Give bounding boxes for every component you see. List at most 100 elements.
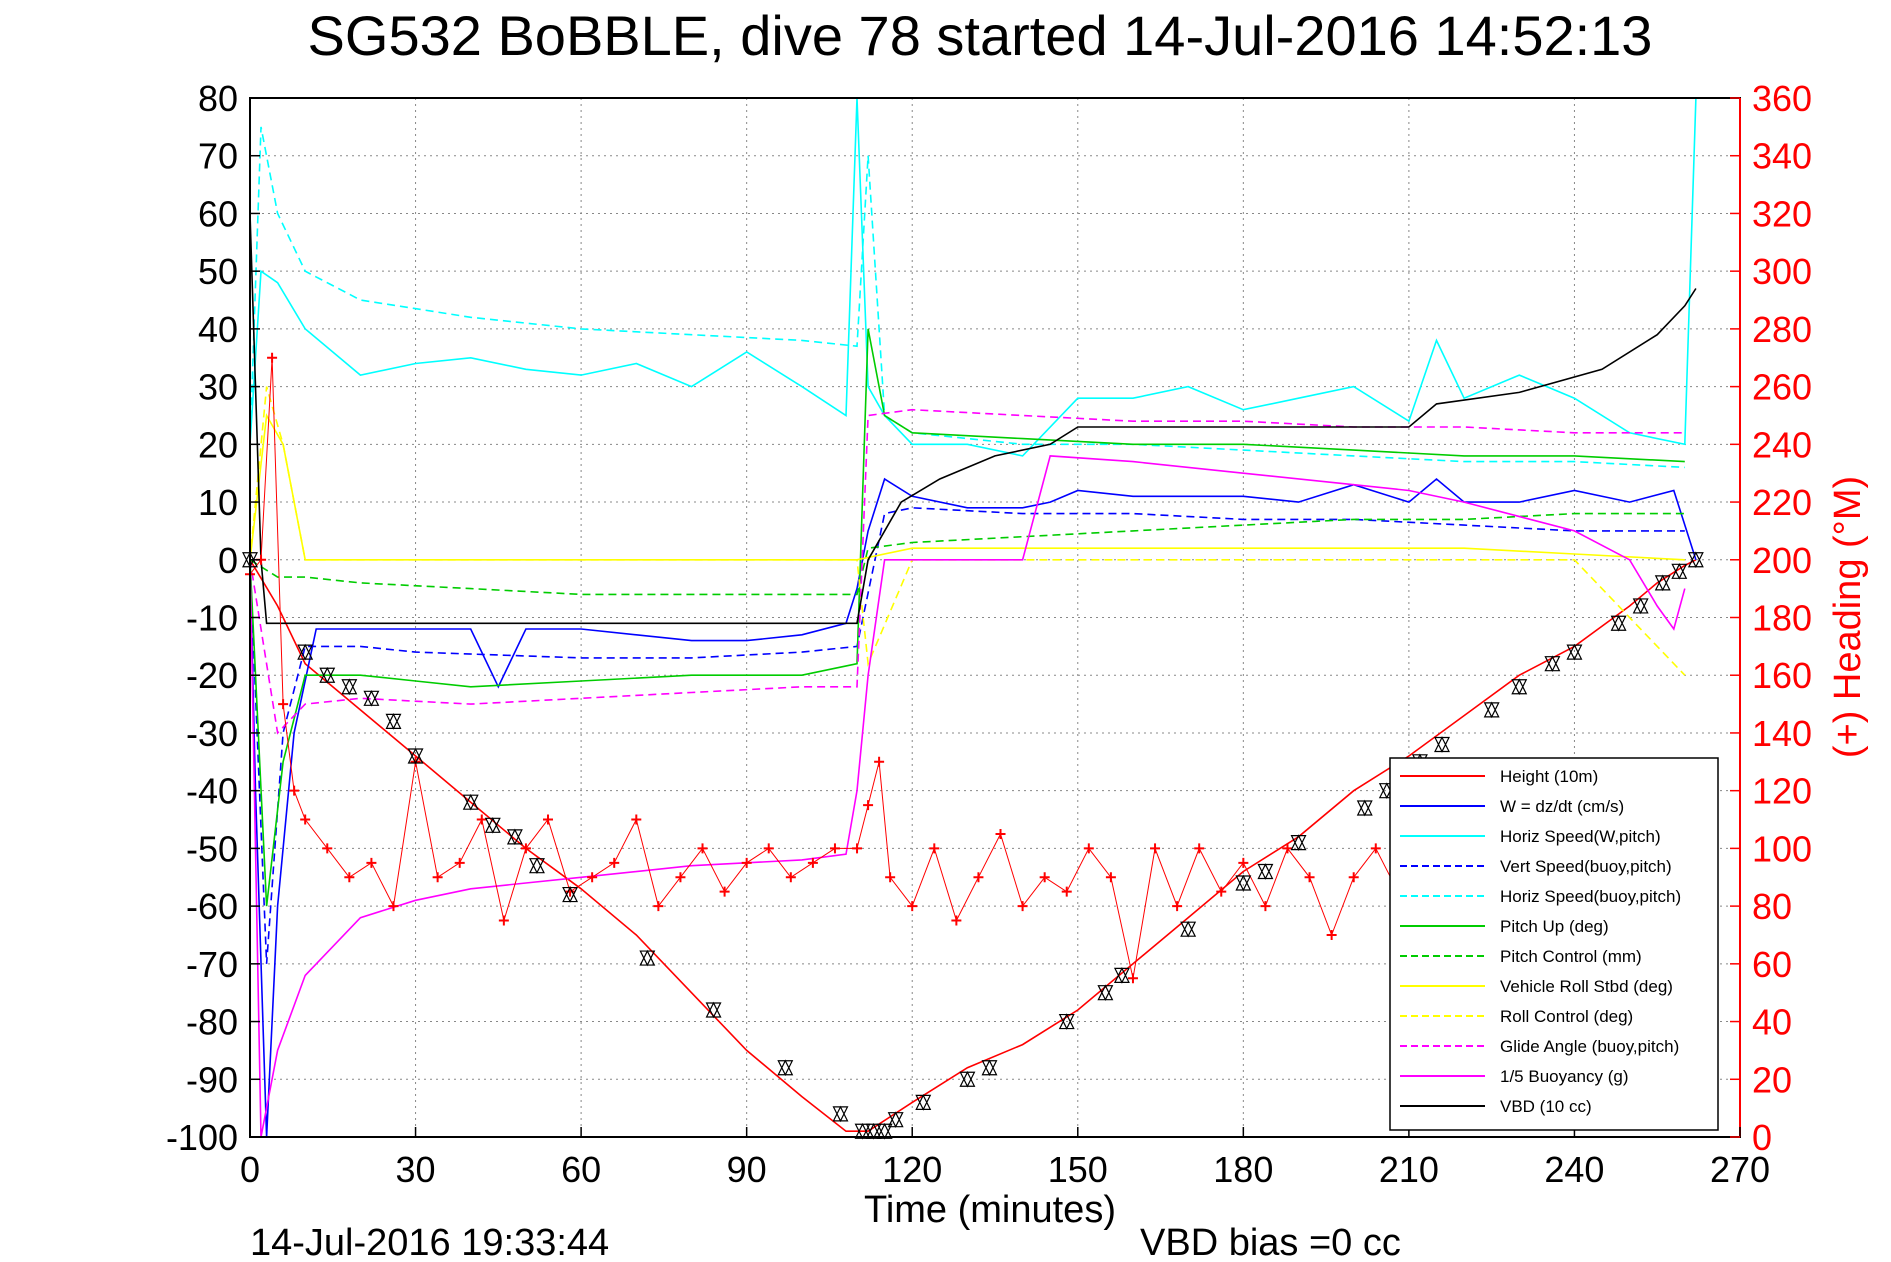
height-marker bbox=[705, 1001, 722, 1019]
y2-tick-label: 200 bbox=[1752, 540, 1812, 581]
height-marker bbox=[915, 1094, 932, 1111]
heading-point bbox=[498, 915, 509, 926]
y2-tick-label: 40 bbox=[1752, 1002, 1792, 1043]
height-marker bbox=[1257, 863, 1274, 880]
heading-point bbox=[1282, 843, 1293, 854]
height-marker bbox=[1544, 655, 1561, 673]
height-marker bbox=[981, 1059, 998, 1077]
legend-label: Vehicle Roll Stbd (deg) bbox=[1500, 977, 1673, 996]
y2-tick-label: 240 bbox=[1752, 424, 1812, 465]
height-marker bbox=[639, 949, 656, 967]
y-tick-label: 80 bbox=[198, 78, 238, 119]
y-tick-label: -90 bbox=[186, 1059, 238, 1100]
legend-label: Pitch Up (deg) bbox=[1500, 917, 1609, 936]
heading-point bbox=[609, 857, 620, 868]
heading-point bbox=[1216, 886, 1227, 897]
heading-point bbox=[1127, 973, 1138, 984]
height-marker bbox=[1610, 614, 1627, 632]
y-tick-label: -10 bbox=[186, 598, 238, 639]
legend-label: 1/5 Buoyancy (g) bbox=[1500, 1067, 1629, 1086]
legend: Height (10m) W = dz/dt (cm/s) Horiz Speed(… bbox=[1389, 757, 1719, 1131]
legend-items: Height (10m) W = dz/dt (cm/s) Horiz Speed(… bbox=[1400, 767, 1681, 1116]
heading-point bbox=[874, 756, 885, 767]
height-marker bbox=[1632, 597, 1649, 615]
y2-tick-label: 60 bbox=[1752, 944, 1792, 985]
height-marker bbox=[1113, 967, 1130, 984]
height-marker bbox=[1566, 643, 1583, 661]
x-tick-label: 120 bbox=[882, 1149, 942, 1190]
legend-label: Horiz Speed(W,pitch) bbox=[1500, 827, 1661, 846]
heading-point bbox=[863, 800, 874, 811]
height-marker bbox=[341, 678, 358, 696]
heading-point bbox=[1039, 872, 1050, 883]
y-tick-label: -70 bbox=[186, 944, 238, 985]
legend-label: VBD (10 cc) bbox=[1500, 1097, 1592, 1116]
height-marker bbox=[876, 1122, 893, 1140]
height-marker bbox=[297, 643, 314, 661]
series-line-10 bbox=[249, 408, 1685, 735]
heading-point bbox=[1326, 929, 1337, 940]
height-marker bbox=[484, 816, 501, 834]
height-marker bbox=[1097, 984, 1114, 1002]
y2-tick-label: 340 bbox=[1752, 136, 1812, 177]
height-marker bbox=[1687, 551, 1704, 569]
heading-point bbox=[951, 915, 962, 926]
y-tick-label: 10 bbox=[198, 482, 238, 523]
heading-point bbox=[1083, 843, 1094, 854]
heading-point bbox=[719, 886, 730, 897]
height-marker bbox=[363, 689, 380, 707]
y2-tick-label: 160 bbox=[1752, 655, 1812, 696]
heading-point bbox=[322, 843, 333, 854]
heading-series bbox=[245, 352, 1403, 984]
height-marker bbox=[1290, 834, 1307, 851]
height-marker bbox=[1511, 678, 1528, 696]
x-tick-label: 240 bbox=[1544, 1149, 1604, 1190]
legend-label: Vert Speed(buoy,pitch) bbox=[1500, 857, 1672, 876]
x-tick-label: 180 bbox=[1213, 1149, 1273, 1190]
heading-point bbox=[929, 843, 940, 854]
y2-tick-label: 100 bbox=[1752, 828, 1812, 869]
heading-point bbox=[741, 857, 752, 868]
heading-point bbox=[520, 843, 531, 854]
heading-point bbox=[278, 699, 289, 710]
x-tick-label: 210 bbox=[1379, 1149, 1439, 1190]
series-line-3 bbox=[249, 97, 1697, 457]
series-line-12 bbox=[249, 213, 1697, 625]
footer-timestamp: 14-Jul-2016 19:33:44 bbox=[250, 1222, 609, 1262]
heading-point bbox=[675, 872, 686, 883]
heading-point bbox=[1150, 843, 1161, 854]
x-tick-label: 90 bbox=[727, 1149, 767, 1190]
height-marker bbox=[959, 1070, 976, 1088]
y-tick-label: 50 bbox=[198, 251, 238, 292]
heading-point bbox=[631, 814, 642, 825]
height-marker bbox=[385, 713, 402, 730]
series-line-1 bbox=[249, 559, 1697, 1132]
height-marker bbox=[1434, 736, 1450, 753]
heading-point bbox=[366, 857, 377, 868]
x-tick-label: 270 bbox=[1710, 1149, 1770, 1190]
heading-point bbox=[1194, 843, 1205, 854]
heading-point bbox=[907, 901, 918, 912]
footer-vbd-bias: VBD bias =0 cc bbox=[1140, 1222, 1401, 1262]
y2-tick-label: 20 bbox=[1752, 1059, 1792, 1100]
y-tick-label: -40 bbox=[186, 771, 238, 812]
heading-point bbox=[1172, 901, 1183, 912]
series-line-11 bbox=[249, 455, 1686, 1138]
y-tick-label: -50 bbox=[186, 828, 238, 869]
height-marker bbox=[1235, 874, 1252, 892]
x-axis-label: Time (minutes) bbox=[864, 1189, 1116, 1231]
y-tick-label: 0 bbox=[218, 540, 238, 581]
y2-tick-label: 280 bbox=[1752, 309, 1812, 350]
heading-point bbox=[1105, 872, 1116, 883]
x-tick-label: 150 bbox=[1048, 1149, 1108, 1190]
y2-axis-label: (+) Heading (°M) bbox=[1827, 476, 1869, 758]
y-tick-label: 60 bbox=[198, 193, 238, 234]
heading-point bbox=[973, 872, 984, 883]
height-marker bbox=[462, 793, 479, 811]
height-marker bbox=[1654, 574, 1671, 592]
heading-point bbox=[995, 828, 1006, 839]
y2-tick-label: 360 bbox=[1752, 78, 1812, 119]
height-marker bbox=[528, 857, 545, 875]
y-tick-label: -60 bbox=[186, 886, 238, 927]
